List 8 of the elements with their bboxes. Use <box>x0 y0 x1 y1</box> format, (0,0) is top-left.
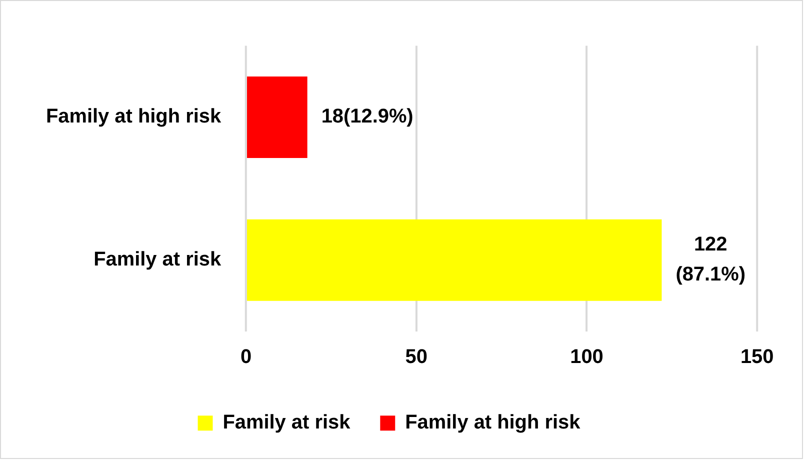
legend-label: Family at risk <box>222 412 352 434</box>
data-label: 122 (87.1%) <box>676 234 746 286</box>
x-tick-label: 50 <box>405 346 428 368</box>
x-tick-label: 0 <box>240 346 252 368</box>
x-tick-label: 150 <box>740 346 774 368</box>
data-label: 18(12.9%) <box>321 106 414 128</box>
x-tick-label: 100 <box>570 346 604 368</box>
legend-label: Family at high risk <box>405 412 582 434</box>
